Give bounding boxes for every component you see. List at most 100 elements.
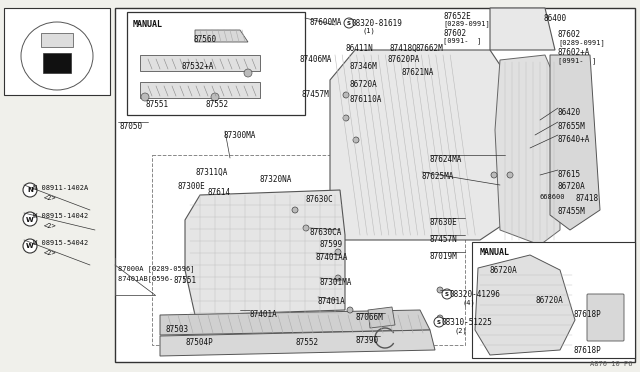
Text: 87000A [0289-0596]: 87000A [0289-0596] [118,265,195,272]
Circle shape [353,137,359,143]
Text: (4): (4) [462,300,475,307]
Text: 87418: 87418 [575,194,598,203]
Text: 87655M: 87655M [558,122,586,131]
Bar [127,12,305,115]
Text: 87620PA: 87620PA [388,55,420,64]
Circle shape [23,183,37,197]
Polygon shape [160,310,430,335]
Text: 87406MA: 87406MA [300,55,332,64]
Circle shape [23,239,37,253]
Text: 87552: 87552 [295,338,318,347]
Text: 87401AB[0596-  ]: 87401AB[0596- ] [118,275,186,282]
Text: 86400: 86400 [543,14,566,23]
Polygon shape [490,8,555,50]
Circle shape [442,289,452,299]
Text: 87652E: 87652E [443,12,471,21]
Circle shape [507,172,513,178]
Text: 87560: 87560 [193,35,216,44]
Text: MANUAL: MANUAL [133,20,163,29]
Circle shape [141,93,149,101]
Polygon shape [550,55,600,230]
Text: 87602: 87602 [443,29,466,38]
Polygon shape [475,255,575,355]
Circle shape [303,225,309,231]
Text: 668600: 668600 [540,194,566,200]
Text: W 08915-14042: W 08915-14042 [33,213,88,219]
Bar [41,33,73,47]
FancyBboxPatch shape [587,294,624,341]
Text: 87455M: 87455M [558,207,586,216]
Text: 87552: 87552 [205,100,228,109]
Circle shape [344,18,354,28]
Text: 87625MA: 87625MA [422,172,454,181]
Text: 86720A: 86720A [490,266,518,275]
Polygon shape [330,50,510,240]
Text: 08310-51225: 08310-51225 [442,318,493,327]
Circle shape [23,212,37,226]
Text: 87019M: 87019M [430,252,458,261]
Circle shape [491,172,497,178]
Text: 87630C: 87630C [306,195,333,204]
Text: 87551: 87551 [145,100,168,109]
Bar [115,8,635,362]
Circle shape [211,93,219,101]
Text: 87615: 87615 [558,170,581,179]
Circle shape [347,307,353,313]
Text: 87311QA: 87311QA [195,168,227,177]
Bar [472,242,635,358]
Text: 87401AA: 87401AA [316,253,348,262]
Text: 87066M: 87066M [356,313,384,322]
Bar [43,53,71,73]
Text: (2): (2) [454,328,467,334]
Ellipse shape [21,22,93,90]
Text: [0289-0991]: [0289-0991] [443,20,490,27]
Circle shape [437,287,443,293]
Polygon shape [368,307,395,328]
Text: 87640+A: 87640+A [558,135,590,144]
Text: 87618P: 87618P [574,346,602,355]
Text: <2>: <2> [44,223,57,229]
Text: 87401A: 87401A [250,310,278,319]
Text: S: S [445,292,449,297]
Text: 876110A: 876110A [350,95,382,104]
Text: 87300MA: 87300MA [224,131,257,140]
Text: 87621NA: 87621NA [402,68,435,77]
Text: 86720A: 86720A [558,182,586,191]
Circle shape [434,317,444,327]
Text: 87600MA: 87600MA [310,18,342,27]
Text: 87602+A: 87602+A [558,48,590,57]
Text: 87300E: 87300E [178,182,205,191]
Circle shape [343,92,349,98]
Text: 87504P: 87504P [185,338,212,347]
Text: [0991-  ]: [0991- ] [558,57,596,64]
Text: A870 10 P6: A870 10 P6 [589,361,632,367]
Text: MANUAL: MANUAL [480,248,510,257]
Text: 87630E: 87630E [430,218,458,227]
Polygon shape [160,330,435,356]
Text: 87551: 87551 [174,276,197,285]
Text: 87401A: 87401A [318,297,346,306]
Text: 87662M: 87662M [415,44,443,53]
Circle shape [292,207,298,213]
Text: 87390: 87390 [356,336,379,345]
Text: 87320NA: 87320NA [259,175,291,184]
Text: 87614: 87614 [208,188,231,197]
Text: W: W [26,244,34,250]
Circle shape [335,249,341,255]
Text: 86411N: 86411N [345,44,372,53]
FancyBboxPatch shape [140,82,260,98]
Text: <2>: <2> [44,250,57,256]
Text: 87503: 87503 [165,325,188,334]
Text: 08320-81619: 08320-81619 [352,19,403,28]
Text: 87624MA: 87624MA [430,155,462,164]
Text: 87418Q: 87418Q [390,44,418,53]
Text: 87457M: 87457M [302,90,330,99]
Text: <2>: <2> [44,195,57,201]
Text: 87599: 87599 [320,240,343,249]
Polygon shape [185,190,345,315]
Text: 87618P: 87618P [574,310,602,319]
Text: 86720A: 86720A [350,80,378,89]
Text: 08320-41296: 08320-41296 [450,290,501,299]
Circle shape [335,275,341,281]
Text: 87532+A: 87532+A [181,62,213,71]
